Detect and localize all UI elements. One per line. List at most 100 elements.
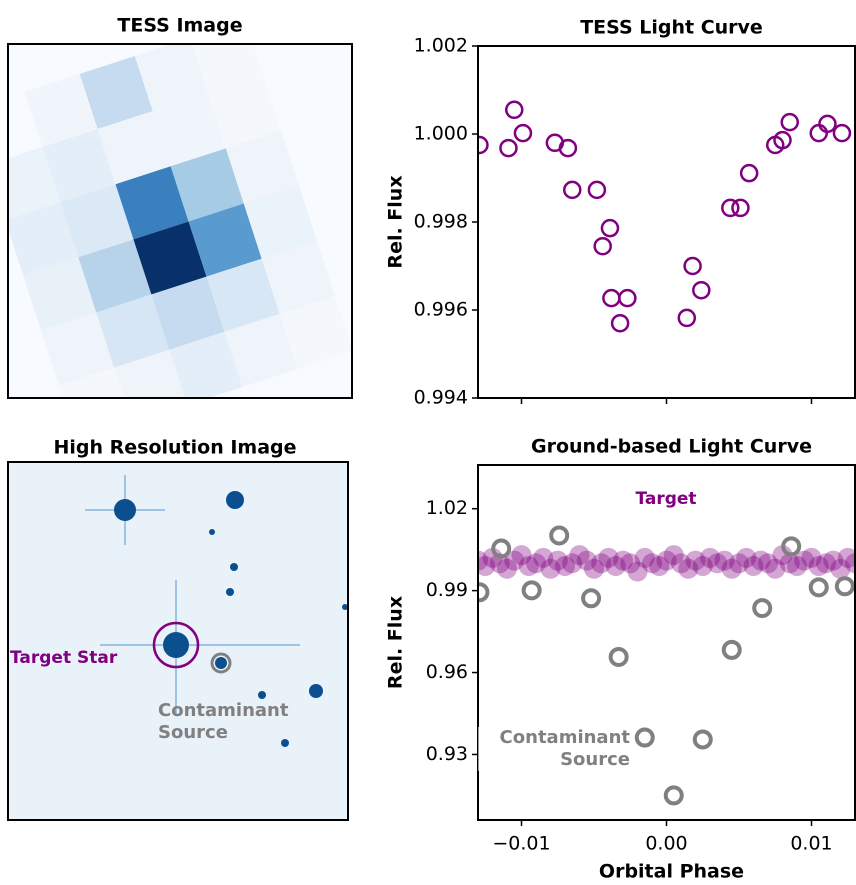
data-point	[600, 218, 620, 238]
data-point	[663, 545, 684, 566]
data-point	[808, 556, 829, 577]
x-tick-label: 0.00	[645, 833, 687, 855]
data-point	[547, 550, 568, 571]
data-point	[837, 547, 855, 568]
data-point	[830, 558, 851, 579]
y-tick-label: 0.99	[426, 579, 468, 601]
data-point	[750, 550, 771, 571]
data-point	[642, 553, 662, 574]
data-point	[773, 130, 792, 150]
high-resolution-image	[8, 462, 348, 820]
frame	[7, 461, 349, 821]
data-point	[692, 729, 713, 750]
data-point	[714, 550, 735, 571]
data-point	[832, 123, 852, 143]
data-point	[489, 553, 510, 574]
data-point	[569, 545, 590, 566]
y-tick-label: 1.000	[414, 123, 468, 145]
data-point	[780, 112, 799, 132]
y-tick-label: 0.93	[426, 743, 468, 765]
panel-title: Ground-based Light Curve	[531, 436, 812, 458]
y-tick-label: 1.002	[414, 35, 468, 57]
data-point	[558, 138, 578, 158]
data-point	[649, 556, 670, 577]
data-point	[692, 280, 711, 300]
data-point	[605, 556, 626, 577]
annotation-box: Contaminant Source	[158, 700, 289, 743]
data-point	[752, 598, 773, 619]
data-point	[478, 135, 489, 155]
data-point	[549, 525, 570, 546]
data-point	[729, 553, 749, 574]
data-point	[721, 198, 740, 218]
data-point	[627, 561, 648, 582]
x-tick-label: −0.01	[492, 833, 550, 855]
data-point	[478, 582, 490, 603]
data-point	[526, 553, 546, 574]
series-label: Target	[635, 489, 696, 509]
y-tick-label: 0.996	[414, 299, 468, 321]
data-point	[678, 558, 699, 579]
data-point	[598, 547, 619, 568]
data-point	[692, 556, 713, 577]
data-point	[801, 547, 822, 568]
data-point	[707, 553, 728, 574]
data-point	[576, 550, 597, 571]
y-tick-label: 0.96	[426, 661, 468, 683]
data-point	[794, 550, 815, 571]
plot-area	[478, 525, 855, 806]
data-point	[700, 547, 720, 568]
data-point	[818, 114, 837, 134]
data-point	[634, 727, 655, 748]
data-point	[779, 553, 800, 574]
data-point	[671, 553, 691, 574]
data-point	[677, 308, 697, 328]
data-point	[781, 536, 802, 557]
annotation: Contaminant Source	[158, 700, 289, 743]
data-point	[808, 577, 829, 598]
data-point	[540, 558, 561, 579]
data-point	[618, 288, 637, 308]
data-point	[663, 785, 684, 806]
x-tick-label: 0.01	[790, 833, 832, 855]
data-point	[505, 100, 524, 120]
data-point	[634, 547, 655, 568]
data-point	[721, 639, 742, 660]
data-point	[584, 558, 604, 579]
data-point	[731, 198, 750, 218]
y-axis-label: Rel. Flux	[385, 596, 407, 689]
data-point	[610, 313, 630, 333]
data-point	[533, 547, 554, 568]
data-point	[562, 553, 583, 574]
data-point	[736, 547, 757, 568]
data-point	[478, 556, 496, 577]
data-point	[478, 550, 488, 571]
data-point	[591, 553, 612, 574]
data-point	[758, 553, 778, 574]
data-point	[765, 558, 786, 579]
data-point	[521, 580, 542, 601]
y-tick-label: 0.998	[414, 211, 468, 233]
tess-image	[8, 44, 352, 398]
data-point	[772, 545, 793, 566]
data-point	[513, 123, 533, 143]
data-point	[511, 545, 532, 566]
data-point	[563, 180, 582, 200]
data-point	[620, 553, 641, 574]
y-tick-label: 1.02	[426, 497, 468, 519]
data-point	[602, 288, 621, 308]
frame	[7, 43, 353, 399]
data-point	[555, 556, 575, 577]
data-point	[497, 558, 517, 579]
data-point	[743, 556, 764, 577]
data-point	[721, 558, 742, 579]
data-point	[683, 256, 702, 276]
data-point	[482, 547, 503, 568]
data-point	[834, 576, 855, 597]
data-point	[491, 538, 512, 559]
data-point	[613, 550, 633, 571]
data-point	[593, 236, 612, 256]
frame	[477, 45, 856, 399]
data-point	[499, 138, 518, 158]
